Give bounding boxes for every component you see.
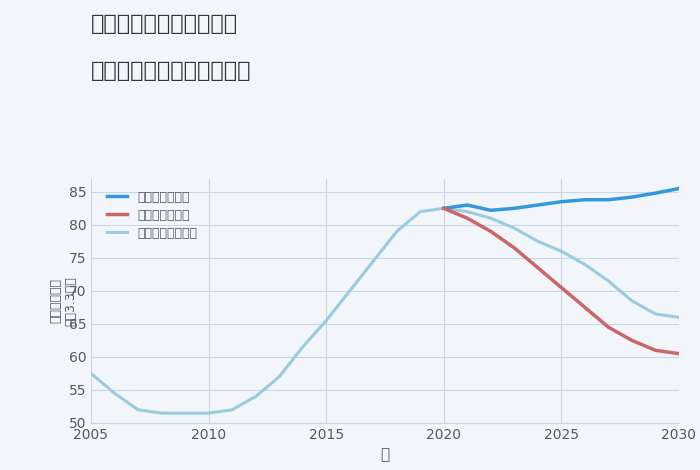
Text: 福岡県太宰府市通古賀の: 福岡県太宰府市通古賀の bbox=[91, 14, 238, 34]
X-axis label: 年: 年 bbox=[380, 447, 390, 462]
Text: 中古マンションの価格推移: 中古マンションの価格推移 bbox=[91, 61, 251, 81]
Y-axis label: 単価（万円）
坪（3.3㎡）: 単価（万円） 坪（3.3㎡） bbox=[49, 276, 77, 326]
Legend: グッドシナリオ, バッドシナリオ, ノーマルシナリオ: グッドシナリオ, バッドシナリオ, ノーマルシナリオ bbox=[103, 187, 201, 244]
